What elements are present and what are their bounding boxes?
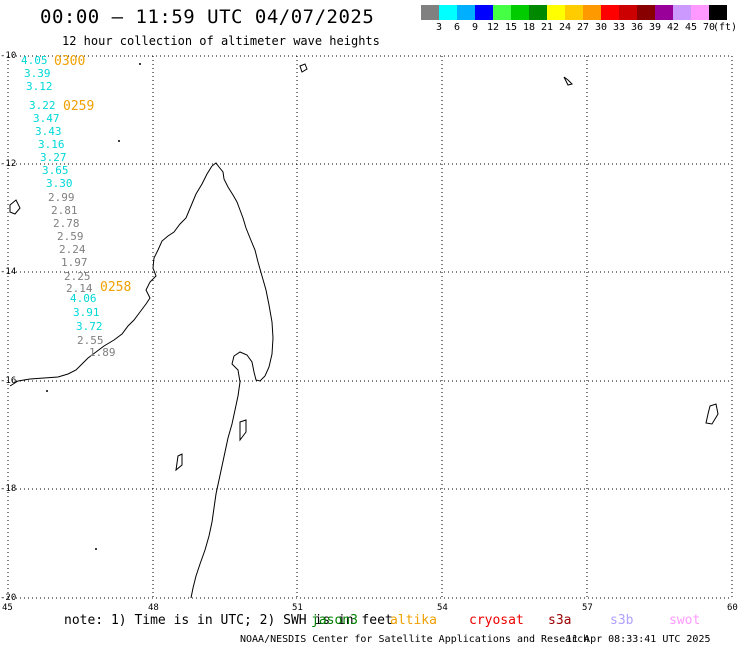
scale-tick-label: 6: [453, 22, 461, 33]
islet: [139, 63, 141, 65]
legend-item-jason3: jason3: [311, 613, 358, 628]
wave-height-value: 2.55: [77, 334, 104, 347]
wave-height-value: 2.78: [53, 217, 80, 230]
wave-height-value: 4.06: [70, 292, 97, 305]
longitude-label: 54: [437, 603, 448, 613]
scale-swatch: [583, 5, 601, 20]
wave-height-value: 3.30: [46, 177, 73, 190]
wave-height-value: 2.25: [64, 270, 91, 283]
scale-swatch: [493, 5, 511, 20]
longitude-label: 51: [292, 603, 303, 613]
scale-swatch: [511, 5, 529, 20]
scale-swatch: [547, 5, 565, 20]
footer-note: note: 1) Time is in UTC; 2) SWH is in fe…: [64, 613, 393, 628]
scale-swatch: [691, 5, 709, 20]
small-island: [9, 199, 21, 215]
scale-swatch: [637, 5, 655, 20]
islet: [118, 140, 120, 142]
wave-height-value: 3.47: [33, 112, 60, 125]
latitude-label: -14: [0, 267, 17, 277]
legend-item-swot: swot: [669, 613, 701, 628]
pass-time-label: 0300: [54, 54, 86, 69]
wave-height-value: 3.16: [38, 138, 65, 151]
scale-tick-label: 42: [666, 22, 680, 33]
wave-height-value: 3.91: [73, 306, 100, 319]
lat-lon-grid: [7, 55, 733, 599]
scale-tick-label: 30: [594, 22, 608, 33]
scale-unit-label: (ft): [713, 22, 738, 33]
map-title: 00:00 – 11:59 UTC 04/07/2025: [40, 6, 375, 28]
legend-item-altika: altika: [390, 613, 437, 628]
wave-height-value: 4.05: [21, 54, 48, 67]
latitude-label: -18: [0, 484, 17, 494]
wave-height-color-scale: [421, 5, 727, 20]
scale-tick-label: 70: [702, 22, 716, 33]
latitude-label: -16: [0, 376, 17, 386]
wave-height-value: 3.22: [29, 99, 56, 112]
islet: [95, 548, 97, 550]
scale-tick-label: 27: [576, 22, 590, 33]
small-island: [299, 63, 308, 73]
scale-swatch: [673, 5, 691, 20]
pass-time-label: 0258: [100, 280, 132, 295]
wave-height-value: 1.89: [89, 346, 116, 359]
scale-swatch: [529, 5, 547, 20]
scale-swatch: [475, 5, 493, 20]
legend-item-s3b: s3b: [610, 613, 634, 628]
scale-tick-label: 3: [435, 22, 443, 33]
small-island: [563, 76, 573, 86]
islet: [46, 390, 48, 392]
legend-item-cryosat: cryosat: [469, 613, 524, 628]
scale-swatch: [709, 5, 727, 20]
wave-height-value: 3.39: [24, 67, 51, 80]
scale-swatch: [421, 5, 439, 20]
scale-swatch: [619, 5, 637, 20]
wave-height-value: 2.14: [66, 282, 93, 295]
wave-height-value: 3.43: [35, 125, 62, 138]
longitude-label: 57: [582, 603, 593, 613]
longitude-label: 48: [148, 603, 159, 613]
small-island: [175, 453, 183, 472]
longitude-label: 60: [727, 603, 738, 613]
scale-tick-label: 45: [684, 22, 698, 33]
scale-swatch: [565, 5, 583, 20]
scale-tick-label: 21: [540, 22, 554, 33]
scale-tick-label: 9: [471, 22, 479, 33]
scale-tick-label: 12: [486, 22, 500, 33]
scale-tick-label: 24: [558, 22, 572, 33]
wave-height-value: 2.59: [57, 230, 84, 243]
wave-height-value: 3.27: [40, 151, 67, 164]
wave-height-value: 2.99: [48, 191, 75, 204]
wave-height-value: 2.81: [51, 204, 78, 217]
madagascar-west-coastline: [9, 165, 213, 387]
wave-height-value: 2.24: [59, 243, 86, 256]
scale-tick-label: 18: [522, 22, 536, 33]
wave-height-value: 3.65: [42, 164, 69, 177]
small-island: [705, 403, 719, 425]
latitude-label: -20: [0, 593, 17, 603]
wave-height-value: 1.97: [61, 256, 88, 269]
madagascar-coastline: [190, 162, 274, 599]
wave-height-value: 3.12: [26, 80, 53, 93]
longitude-label: 45: [2, 603, 13, 613]
pass-time-label: 0259: [63, 99, 95, 114]
scale-tick-label: 36: [630, 22, 644, 33]
generated-timestamp: 11 Apr 08:33:41 UTC 2025: [566, 634, 711, 645]
scale-swatch: [457, 5, 475, 20]
wave-height-value: 3.72: [76, 320, 103, 333]
scale-tick-label: 33: [612, 22, 626, 33]
latitude-label: -10: [0, 51, 17, 61]
credit-line: NOAA/NESDIS Center for Satellite Applica…: [240, 634, 590, 645]
small-island: [239, 419, 247, 442]
scale-tick-label: 39: [648, 22, 662, 33]
scale-swatch: [601, 5, 619, 20]
map-subtitle: 12 hour collection of altimeter wave hei…: [62, 34, 380, 48]
scale-tick-label: 15: [504, 22, 518, 33]
scale-swatch: [439, 5, 457, 20]
legend-item-s3a: s3a: [548, 613, 572, 628]
latitude-label: -12: [0, 159, 17, 169]
scale-swatch: [655, 5, 673, 20]
